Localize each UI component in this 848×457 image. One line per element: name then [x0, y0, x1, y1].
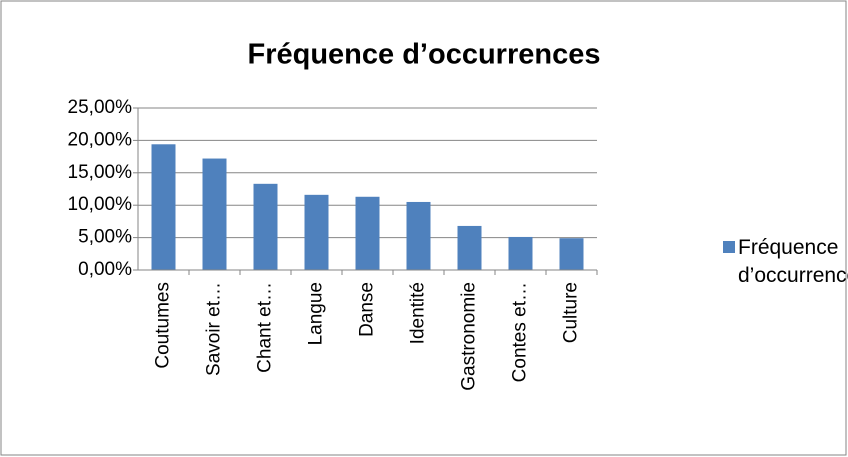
bar: [406, 201, 431, 270]
bar: [151, 144, 176, 270]
x-tick-label: Danse: [357, 282, 378, 337]
x-tick-label: Contes et…: [510, 282, 531, 382]
bar: [304, 194, 329, 270]
x-tick-label: Identité: [408, 282, 429, 344]
x-tick-label: Langue: [306, 282, 327, 345]
bar: [202, 158, 227, 270]
bar: [355, 196, 380, 270]
x-tick-label: Savoir et…: [204, 282, 225, 376]
bar: [508, 236, 533, 270]
y-tick-label: 5,00%: [78, 227, 132, 248]
legend-swatch: [723, 241, 735, 253]
y-tick-label: 25,00%: [68, 97, 133, 118]
x-tick-label: Chant et…: [255, 282, 276, 373]
y-tick-label: 20,00%: [68, 129, 133, 150]
bar: [457, 225, 482, 270]
y-tick-label: 10,00%: [68, 194, 133, 215]
chart-title: Fréquence d’occurrences: [248, 39, 601, 71]
y-tick-label: 15,00%: [68, 162, 133, 183]
x-tick-label: Culture: [561, 282, 582, 343]
legend-label: Fréquence d’occurrences: [738, 236, 848, 287]
x-tick-label: Coutumes: [153, 282, 174, 369]
x-tick-label: Gastronomie: [459, 282, 480, 391]
bar: [253, 183, 278, 270]
y-tick-label: 0,00%: [78, 259, 132, 280]
bar: [559, 238, 584, 270]
